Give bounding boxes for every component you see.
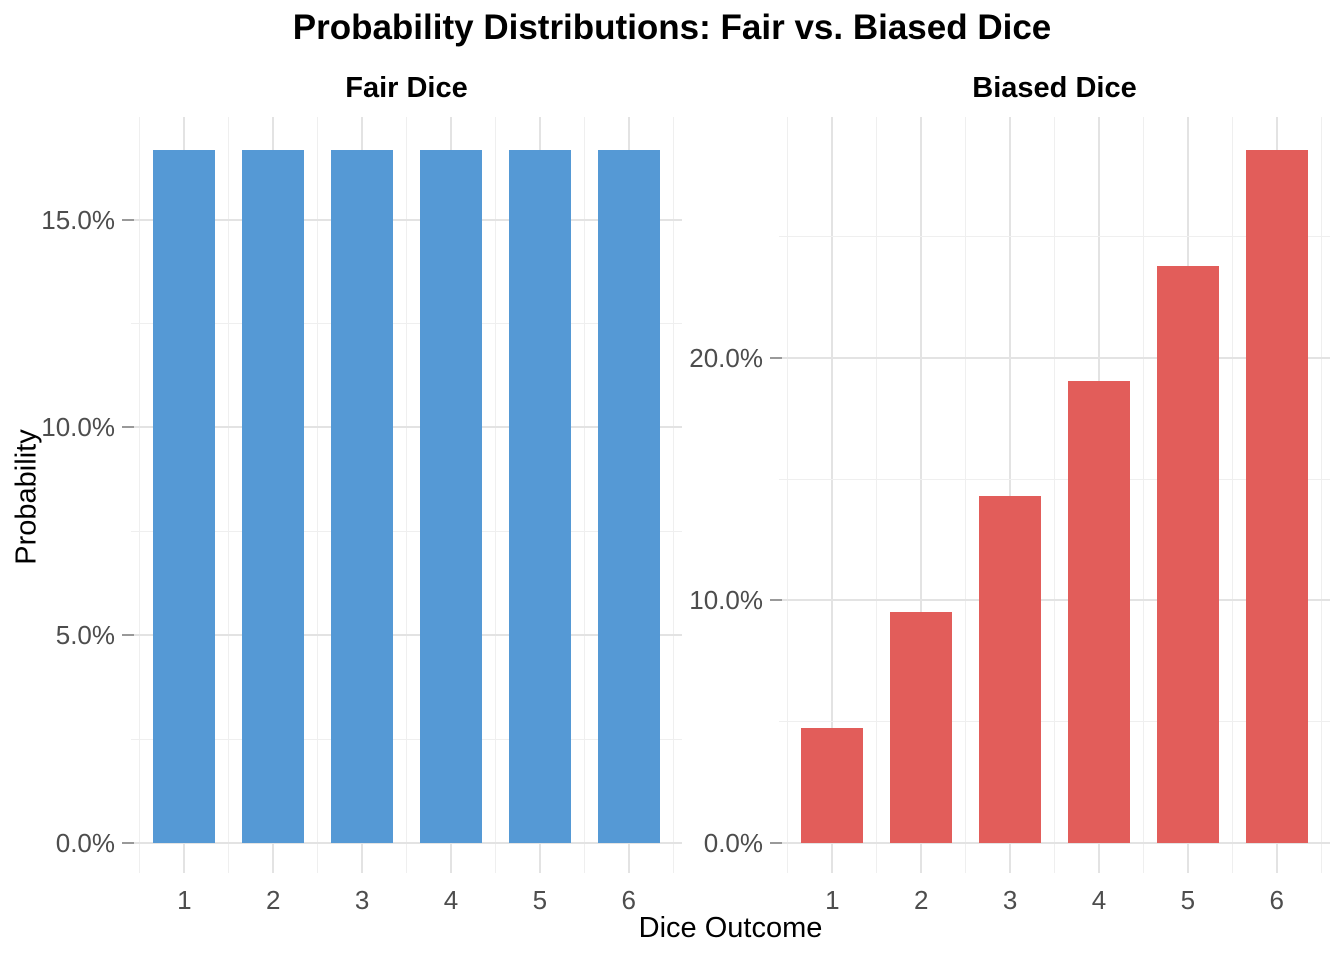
bar-biased-dice-5	[1156, 265, 1219, 843]
gridline-v-major	[831, 117, 834, 873]
x-tick-label: 1	[825, 885, 840, 915]
bar-biased-dice-2	[890, 612, 953, 843]
gridline-v-minor	[876, 117, 878, 873]
bar-fair-dice-2	[242, 150, 305, 844]
gridline-v-minor	[1142, 117, 1144, 873]
gridline-h-major	[131, 218, 682, 221]
y-axis-title: Probability	[10, 429, 43, 565]
y-tick-label: 5.0%	[55, 620, 115, 651]
gridline-h-minor	[131, 323, 682, 325]
gridline-h-major	[131, 426, 682, 429]
gridline-v-minor	[139, 117, 141, 873]
gridline-v-minor	[494, 117, 496, 873]
panel-title-biased: Biased Dice	[972, 72, 1137, 104]
y-tick-label: 15.0%	[41, 204, 115, 235]
y-axis-tick	[770, 599, 782, 602]
biased-dice-panel	[779, 117, 1330, 873]
gridline-h-major	[779, 357, 1330, 359]
x-tick-label: 2	[265, 885, 281, 915]
gridline-h-major	[779, 841, 1330, 844]
gridline-h-minor	[131, 530, 682, 532]
gridline-v-minor	[1054, 117, 1055, 873]
gridline-v-minor	[1320, 117, 1322, 873]
gridline-v-minor	[406, 117, 407, 873]
bar-fair-dice-3	[331, 150, 394, 844]
gridline-v-minor	[228, 117, 230, 873]
x-tick-label: 6	[621, 885, 636, 915]
gridline-v-major	[920, 117, 923, 873]
gridline-h-minor	[779, 478, 1330, 480]
fair-dice-panel	[131, 117, 682, 873]
x-tick-label: 6	[1269, 885, 1284, 915]
bar-fair-dice-1	[153, 150, 216, 844]
gridline-v-minor	[965, 117, 967, 873]
y-tick-label: 0.0%	[703, 827, 763, 858]
gridline-h-major	[779, 599, 1330, 602]
y-tick-label: 10.0%	[689, 585, 763, 616]
bar-fair-dice-5	[508, 150, 571, 844]
bar-fair-dice-6	[597, 150, 660, 844]
x-tick-label: 5	[532, 885, 548, 915]
x-tick-label: 4	[1091, 885, 1107, 915]
y-axis-tick	[122, 634, 134, 637]
y-axis-tick	[122, 218, 134, 221]
gridline-v-minor	[672, 117, 674, 873]
main-title: Probability Distributions: Fair vs. Bias…	[292, 8, 1052, 47]
y-axis-tick	[122, 426, 134, 429]
x-tick-label: 1	[177, 885, 192, 915]
y-axis-tick	[122, 842, 134, 845]
gridline-h-minor	[779, 236, 1330, 238]
y-tick-label: 0.0%	[55, 828, 115, 859]
bar-biased-dice-4	[1067, 381, 1130, 843]
gridline-h-major	[131, 634, 682, 637]
gridline-h-minor	[131, 738, 682, 740]
y-axis-tick	[770, 357, 782, 359]
gridline-v-minor	[317, 117, 319, 873]
x-tick-label: 2	[913, 885, 929, 915]
gridline-v-minor	[583, 117, 585, 873]
gridline-h-minor	[779, 721, 1330, 723]
y-tick-label: 20.0%	[689, 343, 763, 373]
bar-biased-dice-6	[1245, 150, 1308, 843]
x-tick-label: 4	[443, 885, 459, 915]
panel-title-fair: Fair Dice	[345, 72, 468, 104]
gridline-v-minor	[1231, 117, 1233, 873]
x-tick-label: 3	[354, 885, 370, 915]
gridline-h-major	[131, 842, 682, 845]
y-tick-label: 10.0%	[41, 412, 115, 443]
x-tick-label: 5	[1180, 885, 1196, 915]
gridline-v-major	[1009, 117, 1012, 873]
x-axis-title: Dice Outcome	[638, 912, 823, 944]
bar-fair-dice-4	[419, 150, 482, 844]
bar-biased-dice-1	[801, 727, 864, 843]
x-tick-label: 3	[1002, 885, 1018, 915]
y-axis-tick	[770, 841, 782, 844]
bar-biased-dice-3	[979, 496, 1042, 843]
gridline-v-minor	[787, 117, 789, 873]
